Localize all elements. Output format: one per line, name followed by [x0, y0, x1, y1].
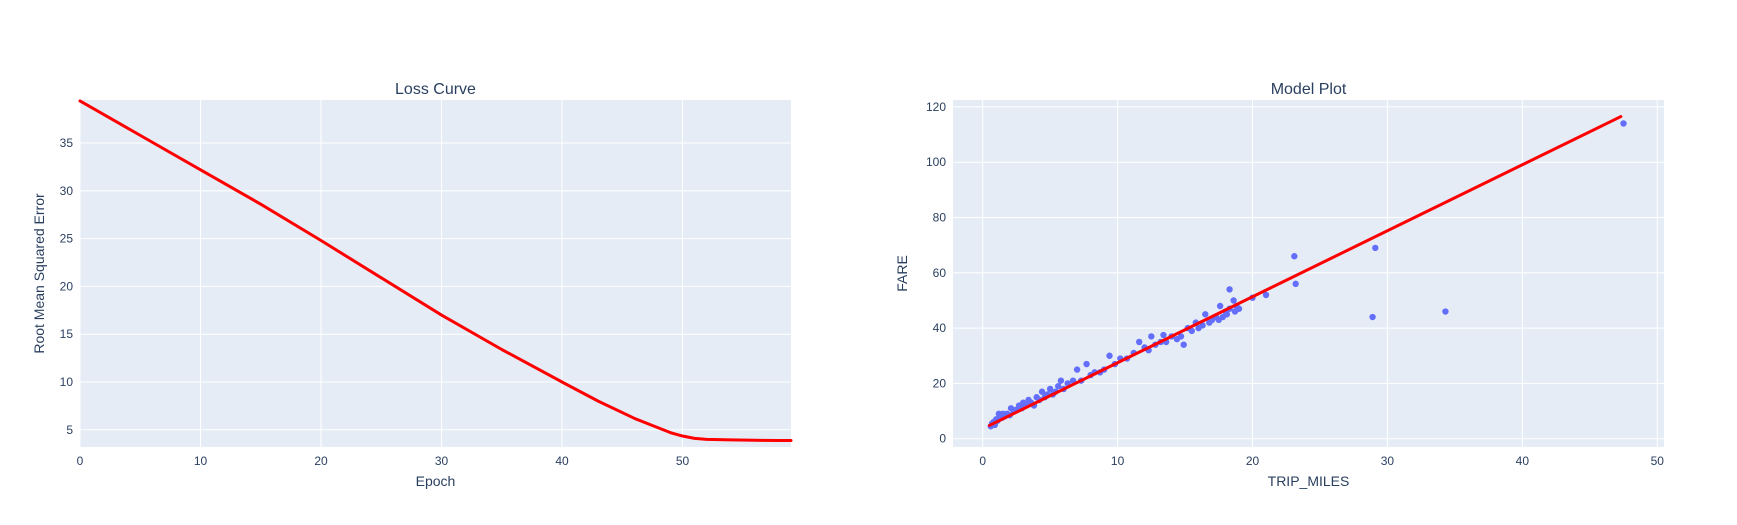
- scatter-point: [1199, 322, 1206, 329]
- scatter-point: [1106, 352, 1113, 359]
- scatter-point: [1231, 308, 1239, 315]
- scatter-point: [1291, 253, 1298, 260]
- scatter-point: [1073, 366, 1081, 373]
- model-plot-x-tick-label: 50: [1651, 454, 1665, 468]
- model-plot-gridlines: [953, 100, 1664, 447]
- loss-curve-y-tick-label: 5: [66, 423, 73, 437]
- model-plot-chart: 0 10 20 30 40 50 0 20 40 60 80 100 120 Model Plot T…: [894, 81, 1664, 489]
- model-plot-y-tick-label: 40: [933, 321, 947, 335]
- model-plot-x-tick-label: 40: [1516, 454, 1530, 468]
- scatter-point: [1057, 377, 1065, 384]
- loss-curve-plot-area: [80, 100, 791, 447]
- scatter-point: [1372, 244, 1379, 252]
- loss-curve-y-tick-labels: 5 10 15 20 25 30 35: [60, 136, 74, 437]
- scatter-point: [1223, 311, 1231, 318]
- scatter-point: [1226, 286, 1233, 293]
- scatter-point: [1046, 385, 1054, 393]
- loss-curve-x-axis-label: Epoch: [416, 473, 456, 489]
- loss-curve-y-tick-label: 25: [60, 232, 74, 246]
- model-plot-x-axis-label: TRIP_MILES: [1268, 473, 1350, 489]
- model-plot-y-tick-label: 100: [926, 155, 946, 169]
- model-plot-y-tick-label: 20: [933, 376, 947, 390]
- model-plot-y-tick-label: 80: [933, 211, 947, 225]
- loss-curve-x-tick-label: 30: [435, 454, 449, 468]
- loss-curve-series: [78, 99, 793, 442]
- model-plot-y-axis-label: FARE: [894, 255, 910, 292]
- scatter-point: [1292, 280, 1299, 288]
- scatter-point: [1202, 311, 1209, 318]
- loss-curve-chart: 0 10 20 30 40 50 5 10 15 20 25 30 35 Loss Curve Epo…: [31, 81, 793, 489]
- scatter-point: [1180, 341, 1187, 348]
- scatter-point: [1083, 360, 1090, 368]
- loss-curve-y-tick-label: 20: [60, 279, 74, 293]
- loss-curve-y-axis-label: Root Mean Squared Error: [31, 193, 47, 354]
- model-plot-y-tick-labels: 0 20 40 60 80 100 120: [926, 100, 946, 446]
- scatter-point: [1160, 331, 1167, 339]
- model-fit-line: [987, 115, 1623, 427]
- model-plot-y-tick-label: 0: [939, 432, 946, 446]
- scatter-point: [1369, 313, 1376, 321]
- loss-curve-x-tick-label: 20: [314, 454, 328, 468]
- loss-curve-title: Loss Curve: [395, 81, 476, 98]
- loss-curve-x-tick-label: 50: [676, 454, 690, 468]
- scatter-point: [1055, 382, 1062, 390]
- loss-curve-y-tick-label: 35: [60, 136, 74, 150]
- model-plot-y-tick-label: 60: [933, 266, 947, 280]
- model-plot-y-tick-label: 120: [926, 100, 946, 114]
- loss-curve-y-tick-label: 30: [60, 184, 74, 198]
- model-plot-x-tick-label: 20: [1246, 454, 1260, 468]
- model-plot-x-tick-labels: 0 10 20 30 40 50: [979, 454, 1664, 468]
- scatter-point: [1177, 333, 1185, 340]
- model-plot-series: [987, 115, 1627, 430]
- scatter-point: [1148, 333, 1155, 340]
- scatter-point: [1230, 297, 1237, 304]
- loss-curve-y-tick-label: 10: [60, 375, 74, 389]
- scatter-point: [1262, 291, 1270, 299]
- loss-curve-x-tick-label: 40: [555, 454, 569, 468]
- scatter-point: [1216, 302, 1224, 310]
- model-plot-plot-area: [953, 100, 1664, 447]
- model-plot-x-tick-label: 30: [1381, 454, 1395, 468]
- scatter-point: [1188, 327, 1195, 335]
- loss-curve-line: [78, 99, 793, 442]
- loss-curve-gridlines: [79, 100, 791, 447]
- scatter-point: [1038, 388, 1046, 395]
- scatter-point: [1135, 338, 1143, 346]
- model-plot-x-tick-label: 10: [1111, 454, 1125, 468]
- scatter-point: [1620, 120, 1627, 127]
- loss-curve-x-tick-label: 10: [194, 454, 208, 468]
- loss-curve-x-tick-labels: 0 10 20 30 40 50: [77, 454, 690, 468]
- loss-curve-y-tick-label: 15: [60, 327, 74, 341]
- loss-curve-x-tick-label: 0: [77, 454, 84, 468]
- model-plot-x-tick-label: 0: [979, 454, 986, 468]
- scatter-point: [1442, 308, 1449, 315]
- model-plot-title: Model Plot: [1271, 81, 1347, 98]
